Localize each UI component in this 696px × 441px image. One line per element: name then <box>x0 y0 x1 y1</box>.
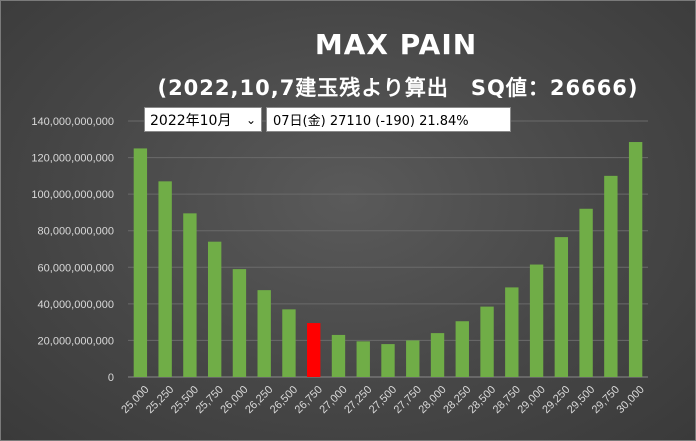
bar <box>133 148 148 377</box>
y-tick-label: 140,000,000,000 <box>31 116 114 128</box>
chart-title: MAX PAIN <box>314 28 478 61</box>
x-axis-ticks: 25,00025,25025,50025,75026,00026,25026,5… <box>119 384 647 416</box>
y-tick-label: 60,000,000,000 <box>38 262 114 274</box>
bar <box>232 269 247 377</box>
bar <box>579 208 593 377</box>
price-info-box: 07日(金) 27110 (-190) 21.84% <box>266 107 511 132</box>
bar <box>282 309 296 377</box>
bar <box>183 213 197 377</box>
x-tick-label: 30,000 <box>615 384 647 416</box>
bar <box>455 321 469 377</box>
bar <box>628 142 643 377</box>
bar <box>158 181 172 377</box>
gridlines <box>128 120 648 378</box>
y-tick-label: 120,000,000,000 <box>31 153 114 165</box>
y-axis-ticks: 0 20,000,000,000 40,000,000,000 60,000,000,… <box>31 116 114 384</box>
bar <box>406 340 420 377</box>
bars <box>133 142 643 377</box>
bar <box>554 237 569 377</box>
bar <box>430 333 445 377</box>
bar <box>505 287 519 377</box>
bar <box>331 334 346 377</box>
bar <box>257 290 271 377</box>
bar <box>356 341 370 377</box>
y-tick-label: 20,000,000,000 <box>38 335 114 347</box>
y-tick-label: 100,000,000,000 <box>31 189 114 201</box>
bar <box>381 344 395 377</box>
bar-max-pain <box>307 323 321 377</box>
month-select-value: 2022年10月 <box>150 112 232 129</box>
bar <box>207 241 222 377</box>
month-select[interactable]: 2022年10月 ⌄ <box>144 107 262 132</box>
bar <box>480 306 494 377</box>
bar <box>604 175 618 377</box>
y-tick-label: 0 <box>108 372 114 384</box>
controls-bar: 2022年10月 ⌄ 07日(金) 27110 (-190) 21.84% <box>144 107 511 134</box>
y-tick-label: 80,000,000,000 <box>38 226 114 238</box>
chart-subtitle: (2022,10,7建玉残より算出 SQ値：26666) <box>157 76 639 100</box>
y-tick-label: 40,000,000,000 <box>38 299 114 311</box>
chevron-down-icon: ⌄ <box>245 112 256 127</box>
bar <box>529 264 544 377</box>
